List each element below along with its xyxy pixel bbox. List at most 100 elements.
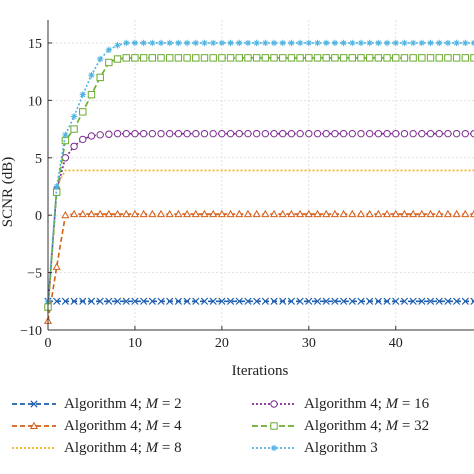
data-point (261, 209, 270, 218)
data-point (279, 54, 287, 62)
data-point (365, 209, 374, 218)
data-point (174, 129, 183, 138)
data-point (426, 54, 435, 62)
data-point (148, 54, 157, 62)
data-point (235, 129, 243, 138)
x-axis-label: Iterations (232, 363, 289, 379)
data-point (426, 129, 435, 138)
data-point (235, 54, 243, 62)
y-tick-label: −5 (27, 267, 42, 282)
data-point (409, 54, 417, 62)
data-point (183, 54, 191, 62)
data-point (392, 39, 399, 47)
data-point (252, 54, 261, 62)
data-point (96, 297, 104, 305)
data-point (349, 39, 356, 47)
data-point (357, 129, 365, 138)
data-point (322, 297, 330, 305)
data-point (261, 297, 269, 305)
data-point (122, 54, 130, 62)
y-tick-label: −10 (20, 324, 42, 339)
data-point (243, 209, 253, 218)
data-point (366, 297, 374, 305)
data-point (139, 54, 148, 62)
data-point (409, 209, 418, 218)
data-point (29, 421, 39, 430)
data-point (461, 209, 470, 218)
data-point (296, 209, 305, 218)
data-point (313, 129, 322, 138)
data-point (104, 209, 113, 218)
data-point (61, 210, 70, 219)
data-point (156, 209, 166, 218)
data-point (296, 54, 304, 62)
data-point (374, 209, 383, 218)
data-point (418, 54, 426, 62)
data-point (383, 54, 391, 62)
data-point (218, 297, 226, 305)
data-point (331, 54, 339, 62)
data-point (201, 39, 208, 47)
data-point (313, 297, 322, 305)
data-point (340, 39, 347, 47)
data-point (217, 209, 226, 218)
data-point (305, 129, 313, 138)
data-point (88, 71, 95, 79)
data-point (70, 113, 78, 120)
data-point (192, 39, 199, 47)
data-point (62, 131, 69, 139)
data-point (270, 422, 278, 430)
data-point (444, 54, 452, 62)
data-point (87, 132, 96, 140)
data-point (392, 54, 400, 62)
data-point (452, 129, 461, 138)
data-point (226, 129, 235, 138)
series-line (47, 169, 474, 313)
x-tick-label: 10 (128, 336, 142, 351)
data-point (269, 209, 279, 218)
data-point (296, 297, 304, 305)
data-point (314, 39, 321, 47)
data-point (330, 209, 339, 218)
data-point (183, 297, 191, 305)
data-point (366, 39, 373, 47)
data-point (409, 129, 417, 138)
data-point (218, 129, 226, 138)
data-point (452, 297, 461, 305)
data-point (418, 297, 426, 305)
data-point (357, 39, 365, 47)
data-point (436, 39, 443, 47)
data-point (417, 209, 426, 218)
legend-swatch (12, 421, 56, 430)
data-point (270, 54, 278, 62)
y-tick-label: 5 (35, 152, 42, 167)
data-point (157, 54, 165, 62)
data-point (149, 39, 156, 47)
data-point (200, 129, 209, 138)
data-point (375, 39, 382, 47)
data-point (261, 54, 270, 62)
data-point (253, 39, 260, 47)
data-point (130, 209, 139, 218)
series-line (47, 132, 474, 308)
data-point (270, 39, 278, 47)
y-tick-label: 0 (35, 209, 42, 224)
data-point (61, 154, 70, 162)
data-point (469, 209, 474, 218)
data-point (270, 297, 278, 305)
data-point (174, 209, 183, 218)
data-point (105, 297, 113, 305)
legend-item: Algorithm 4; M = 32 (250, 416, 429, 436)
data-point (305, 39, 313, 47)
data-point (140, 39, 147, 47)
data-point (79, 297, 87, 305)
data-point (105, 46, 113, 54)
legend-label: Algorithm 4; M = 2 (64, 395, 182, 412)
legend-item: Algorithm 4; M = 8 (10, 438, 182, 458)
data-point (400, 209, 409, 218)
data-point (192, 54, 200, 62)
data-point (209, 209, 218, 218)
data-point (123, 39, 130, 47)
legend-label: Algorithm 3 (304, 439, 378, 456)
data-point (87, 90, 96, 99)
